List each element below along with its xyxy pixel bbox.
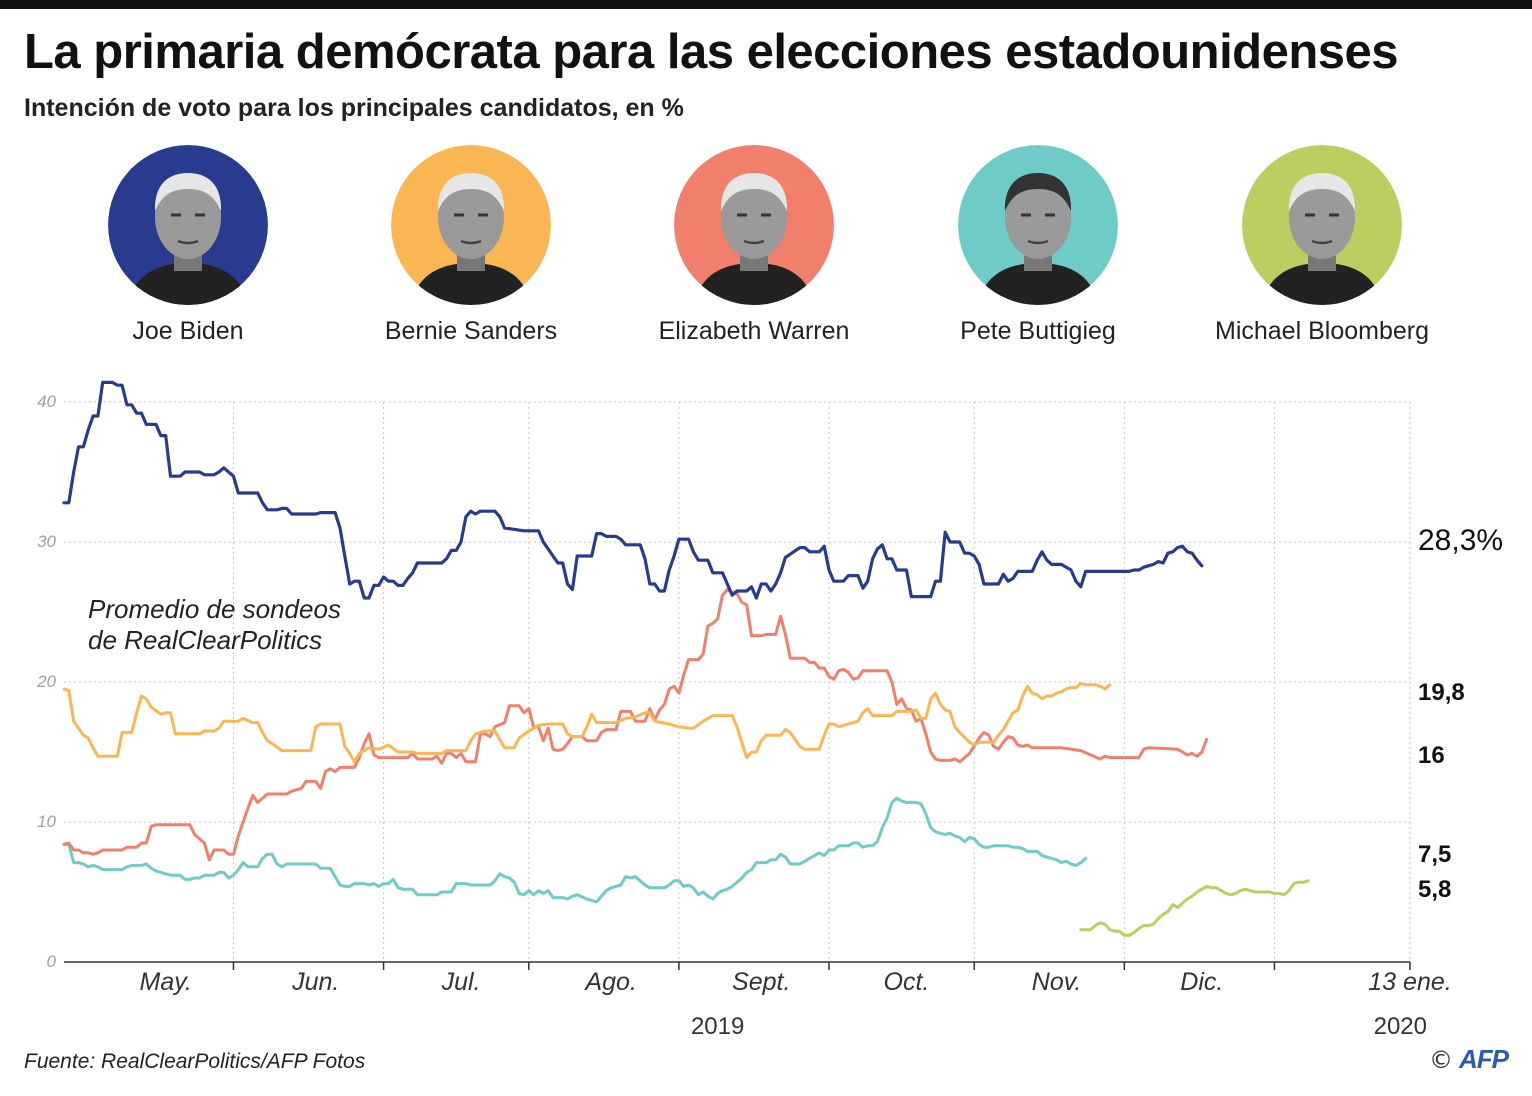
year-label: 2019	[691, 1013, 744, 1040]
candidate-name-bloomberg: Michael Bloomberg	[1215, 317, 1429, 345]
portrait-buttigieg	[958, 145, 1118, 305]
portrait-biden	[108, 145, 268, 305]
x-tick-label: 13 ene.	[1368, 968, 1451, 996]
line-chart: 0 10 20 30 40 May. Jun. Jul. Ago. Sept. Oct. Nov. Di…	[36, 380, 1503, 1040]
chart-annotation: de RealClearPolitics	[88, 625, 322, 655]
y-tick-label: 30	[37, 532, 56, 551]
end-label-pete-buttigieg: 7,5	[1418, 841, 1451, 868]
face-silhouette-bloomberg	[1262, 173, 1382, 305]
y-tick-label: 10	[37, 812, 56, 831]
x-tick-label: Oct.	[884, 968, 930, 996]
portrait-photo-bloomberg	[1242, 145, 1402, 305]
candidate-name-warren: Elizabeth Warren	[658, 317, 850, 345]
portrait-photo-warren	[674, 145, 834, 305]
y-tick-label: 20	[36, 672, 56, 691]
x-tick-label: Dic.	[1180, 968, 1223, 996]
series-line-bernie-sanders	[62, 681, 1112, 764]
page-title: La primaria demócrata para las eleccione…	[24, 25, 1399, 79]
y-tick-label: 0	[47, 952, 57, 971]
series-line-michael-bloomberg	[1079, 879, 1310, 937]
end-label-joe-biden: 28,3%	[1418, 524, 1503, 557]
afp-logo: AFP	[1459, 1044, 1509, 1074]
x-tick-label: Nov.	[1032, 968, 1082, 996]
portrait-warren	[674, 145, 834, 305]
face-silhouette-sanders	[411, 173, 531, 305]
portrait-photo-buttigieg	[958, 145, 1118, 305]
face-silhouette-biden	[128, 173, 248, 305]
year-label: 2020	[1374, 1013, 1427, 1040]
face-silhouette-buttigieg	[978, 173, 1098, 305]
x-tick-label: May.	[140, 968, 192, 996]
end-label-bernie-sanders: 19,8	[1418, 679, 1465, 706]
portrait-photo-sanders	[391, 145, 551, 305]
end-label-elizabeth-warren: 16	[1418, 742, 1445, 769]
candidate-name-biden: Joe Biden	[132, 317, 244, 345]
candidate-buttigieg: Pete Buttigieg	[918, 145, 1158, 346]
portrait-photo-biden	[108, 145, 268, 305]
end-label-michael-bloomberg: 5,8	[1418, 876, 1451, 903]
portrait-sanders	[391, 145, 551, 305]
series-line-joe-biden	[62, 380, 1204, 600]
credit: © AFP	[1429, 1044, 1509, 1075]
candidate-bloomberg: Michael Bloomberg	[1202, 145, 1442, 346]
chart-annotation: Promedio de sondeos	[88, 594, 341, 624]
candidate-name-buttigieg: Pete Buttigieg	[960, 317, 1116, 345]
candidate-name-sanders: Bernie Sanders	[384, 317, 558, 345]
x-tick-label: Ago.	[583, 968, 636, 996]
x-tick-label: Jun.	[291, 968, 339, 996]
candidate-warren: Elizabeth Warren	[634, 145, 874, 346]
x-tick-label: Jul.	[441, 968, 481, 996]
series-line-pete-buttigieg	[62, 796, 1088, 904]
copyright-symbol: ©	[1429, 1045, 1453, 1074]
candidate-sanders: Bernie Sanders	[351, 145, 591, 346]
source-note: Fuente: RealClearPolitics/AFP Fotos	[24, 1050, 366, 1073]
portrait-bloomberg	[1242, 145, 1402, 305]
page-subtitle: Intención de voto para los principales c…	[24, 94, 684, 122]
top-rule	[0, 0, 1532, 9]
candidate-biden: Joe Biden	[68, 145, 308, 346]
x-tick-label: Sept.	[732, 968, 790, 996]
face-silhouette-warren	[694, 173, 814, 305]
y-tick-label: 40	[37, 392, 56, 411]
